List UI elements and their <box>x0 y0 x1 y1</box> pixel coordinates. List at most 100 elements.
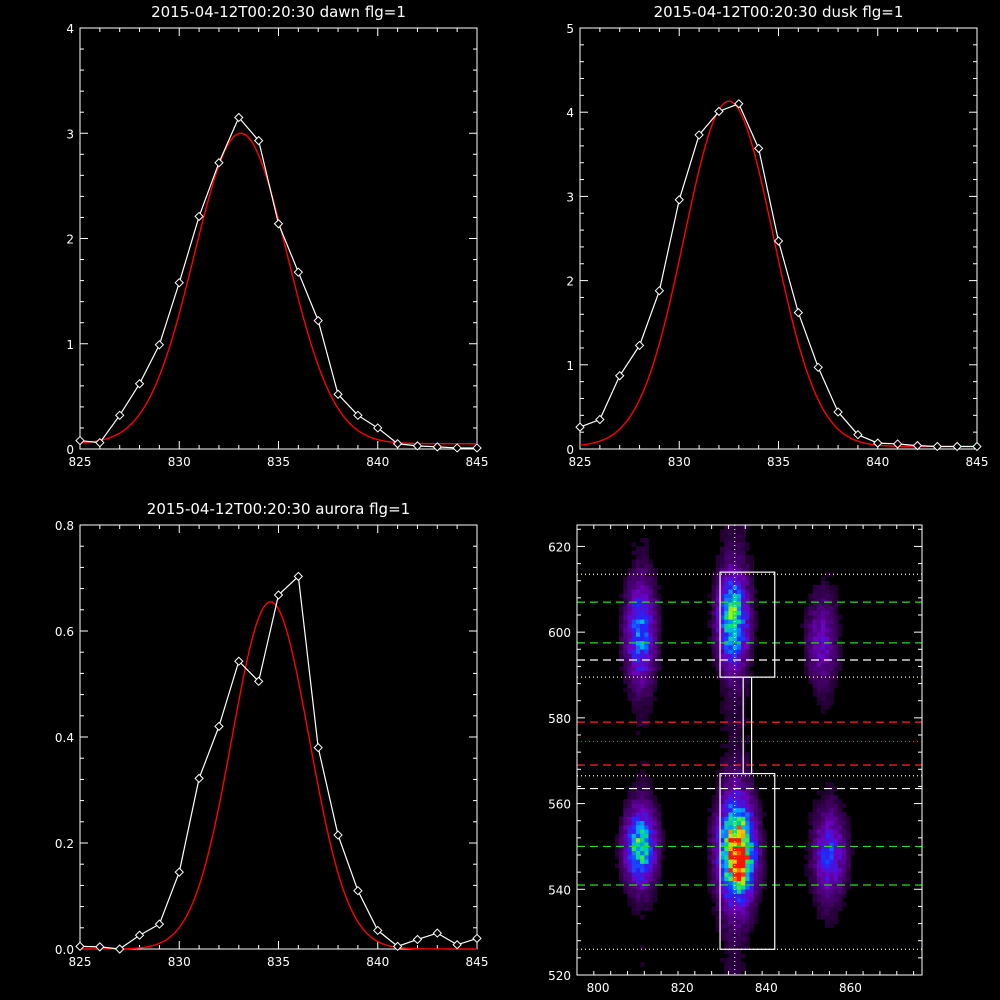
spectrogram-pixel <box>728 666 733 672</box>
spectrogram-pixel <box>757 863 763 869</box>
spectrogram-pixel <box>627 692 632 697</box>
spectrogram-pixel <box>640 717 645 723</box>
spectrogram-pixel <box>715 910 721 916</box>
spectrogram-pixel <box>711 825 717 830</box>
spectrogram-pixel <box>711 807 717 813</box>
spectrogram-pixel <box>829 606 834 612</box>
spectrogram-pixel <box>745 927 750 933</box>
spectrogram-pixel <box>749 885 755 890</box>
spectrogram-pixel <box>804 649 809 654</box>
spectrogram-pixel <box>720 769 725 774</box>
spectrogram-pixel <box>762 842 767 847</box>
spectrogram-pixel <box>825 645 830 650</box>
spectrogram-pixel <box>833 602 839 607</box>
spectrogram-pixel <box>745 666 750 672</box>
spectrogram-pixel <box>644 619 649 624</box>
spectrogram-pixel <box>833 863 839 869</box>
spectrogram-pixel <box>724 602 729 607</box>
spectrogram-pixel <box>732 705 738 710</box>
spectrogram-pixel <box>623 632 628 637</box>
spectrogram-pixel <box>804 842 809 847</box>
spectrogram-pixel <box>736 687 742 693</box>
spectrogram-pixel <box>627 812 632 817</box>
spectrogram-pixel <box>720 537 725 543</box>
spectrogram-pixel <box>724 563 729 569</box>
aurora-data-point <box>472 933 482 944</box>
spectrogram-pixel <box>720 529 725 534</box>
dusk-data-point <box>595 414 605 425</box>
spectrogram-pixel <box>720 683 725 689</box>
spectrogram-pixel <box>623 580 628 586</box>
spectrogram-pixel <box>728 696 733 702</box>
spectrogram-pixel <box>833 640 839 646</box>
spectrogram-pixel <box>720 597 725 603</box>
spectrogram-pixel <box>720 580 725 586</box>
spectrogram-pixel <box>656 623 662 629</box>
spectrogram-pixel <box>648 885 654 890</box>
spectrogram-pixel <box>627 880 632 886</box>
spectrogram-pixel <box>749 572 755 577</box>
spectrogram-pixel <box>833 610 839 616</box>
spectrogram-pixel <box>631 576 637 582</box>
spectrogram-pixel <box>614 846 620 852</box>
spectrogram-pixel <box>808 662 813 667</box>
spectrogram-pixel <box>741 525 746 530</box>
spectrogram-pixel <box>724 945 729 950</box>
spectrogram-pixel <box>619 623 624 629</box>
spectrogram-pixel <box>821 653 826 659</box>
spectrogram-pixel <box>833 846 839 852</box>
spectrogram-pixel <box>736 957 742 963</box>
spectrogram-pixel <box>648 850 654 856</box>
spectrogram-pixel <box>640 915 645 920</box>
spectrogram-pixel <box>715 885 721 890</box>
spectrogram-pixel <box>736 713 742 719</box>
spectrogram-pixel <box>741 803 746 809</box>
spectrogram-pixel <box>753 786 759 792</box>
spectrogram-pixel <box>644 696 649 702</box>
spectrogram-pixel <box>732 636 738 642</box>
spectrogram-pixel <box>749 593 755 599</box>
spectrogram-pixel <box>720 602 725 607</box>
spectrogram-pixel <box>635 649 641 654</box>
spectrogram-pixel <box>745 683 750 689</box>
spectrogram-pixel <box>648 893 654 899</box>
spectrogram-pixel <box>640 645 645 650</box>
spectrogram-pixel <box>707 880 712 886</box>
spectrogram-pixel <box>745 936 750 942</box>
spectrogram-pixel <box>741 533 746 539</box>
spectrogram-pixel <box>732 820 738 826</box>
spectrogram-pixel <box>619 593 624 599</box>
spectrogram-pixel <box>749 807 755 813</box>
spectrogram-pixel <box>745 717 750 723</box>
spectrogram-pixel <box>720 867 725 873</box>
spectrogram-pixel <box>648 649 654 654</box>
spectrogram-pixel <box>812 867 818 873</box>
spectrogram-pixel <box>732 717 738 723</box>
spectrogram-pixel <box>640 902 645 907</box>
dawn-data-point <box>333 389 343 399</box>
spectrogram-pixel <box>812 662 818 667</box>
spectrogram-pixel <box>745 919 750 924</box>
spectrogram-pixel <box>812 850 818 856</box>
spectrogram-pixel <box>833 902 839 907</box>
spectrogram-pixel <box>816 915 822 920</box>
spectrogram-pixel <box>711 863 717 869</box>
spectrogram-pixel <box>631 829 637 834</box>
spectrogram-pixel <box>736 705 742 710</box>
spectrogram-pixel <box>745 842 750 847</box>
spectrogram-pixel <box>842 846 847 852</box>
spectrogram-pixel <box>846 872 851 877</box>
dawn-data-line <box>79 116 477 449</box>
spectrogram-pixel <box>825 915 830 920</box>
spectrogram-pixel <box>728 927 733 933</box>
spectrogram-pixel <box>631 842 637 847</box>
spectrogram-pixel <box>829 880 834 886</box>
spectrogram-pixel <box>741 645 746 650</box>
spectrogram-pixel <box>715 666 721 672</box>
spectrogram-pixel <box>635 572 641 577</box>
spectrogram-pixel <box>762 863 767 869</box>
aurora-title: 2015-04-12T00:20:30 aurora flg=1 <box>147 500 410 518</box>
spectrogram-pixel <box>724 803 729 809</box>
spectrogram-pixel <box>652 816 658 822</box>
spectrogram-pixel <box>623 876 628 882</box>
